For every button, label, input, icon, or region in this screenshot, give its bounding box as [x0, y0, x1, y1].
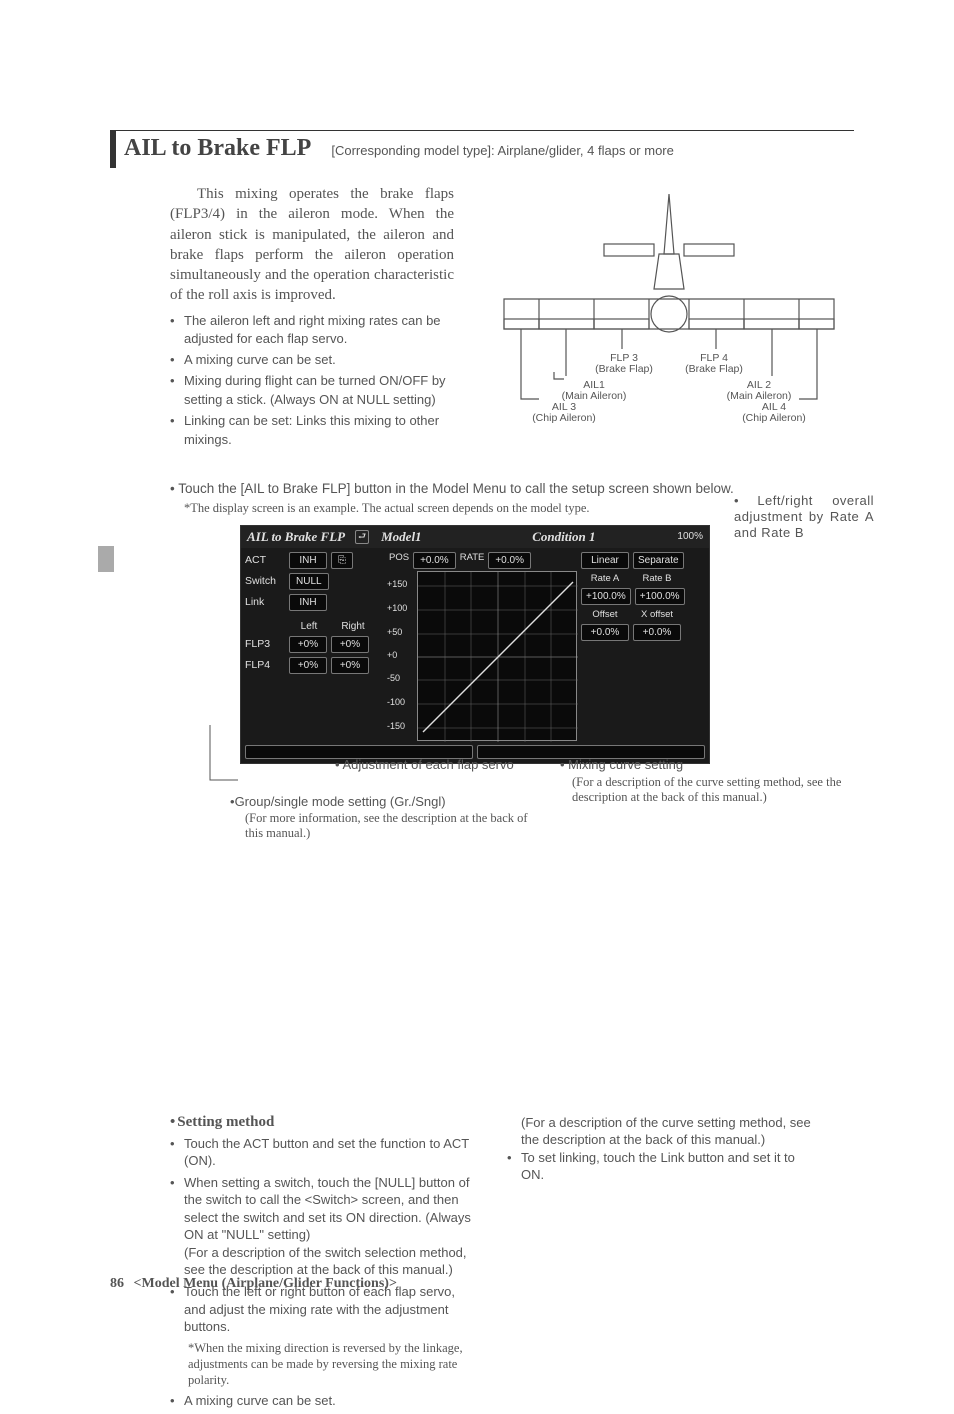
callout-group-note: (For more information, see the descripti… [245, 811, 535, 842]
callout-overall: • Left/right overall adjustment by Rate … [734, 493, 874, 542]
flp3-right[interactable]: +0% [331, 636, 369, 653]
offset-header: Offset [581, 609, 629, 620]
ytick: +0 [387, 650, 397, 660]
screenshot-section: •Return to Model Menu • Left/right overa… [110, 525, 854, 1084]
callout-each-flap: • Adjustment of each flap servo [335, 757, 525, 773]
page-subtitle: [Corresponding model type]: Airplane/gli… [331, 143, 674, 158]
pos-value[interactable]: +0.0% [413, 552, 456, 569]
condition-name: Condition 1 [520, 529, 671, 545]
intro-column: This mixing operates the brake flaps (FL… [110, 184, 454, 451]
section-name: <Model Menu (Airplane/Glider Functions)> [134, 1276, 397, 1291]
display-note: *The display screen is an example. The a… [110, 500, 610, 516]
callout-curve: • Mixing curve setting [560, 757, 683, 773]
setup-screen: AIL to Brake FLP ⮐ Model1 Condition 1 10… [240, 525, 710, 764]
label-flp4-sub: (Brake Flap) [685, 363, 743, 375]
page-title: AIL to Brake FLP [124, 135, 311, 162]
link-label: Link [245, 596, 285, 608]
switch-button[interactable]: NULL [289, 573, 329, 590]
title-bar: AIL to Brake FLP [Corresponding model ty… [110, 130, 854, 168]
page-footer: 86 <Model Menu (Airplane/Glider Function… [110, 1276, 397, 1292]
label-flp3-sub: (Brake Flap) [595, 363, 653, 375]
mixing-direction-note: *When the mixing direction is reversed b… [188, 1340, 477, 1389]
flp4-left[interactable]: +0% [289, 657, 327, 674]
switch-label: Switch [245, 575, 285, 587]
col-right: Right [333, 621, 373, 632]
back-icon[interactable]: ⮐ [355, 530, 369, 544]
flp4-right[interactable]: +0% [331, 657, 369, 674]
linear-button[interactable]: Linear [581, 552, 629, 569]
ytick: -100 [387, 697, 405, 707]
intro-paragraph: This mixing operates the brake flaps (FL… [170, 184, 454, 306]
feature-bullets: The aileron left and right mixing rates … [170, 312, 454, 450]
bullet: Mixing during flight can be turned ON/OF… [170, 372, 454, 410]
setting-right-col: (For a description of the curve setting … [507, 1114, 854, 1414]
rate-b-header: Rate B [633, 573, 681, 584]
label-ail3-sub: (Chip Aileron) [532, 412, 596, 424]
act-label: ACT [245, 554, 285, 566]
flp4-label: FLP4 [245, 659, 285, 671]
bullet: The aileron left and right mixing rates … [170, 312, 454, 350]
screen-titlebar: AIL to Brake FLP ⮐ Model1 Condition 1 10… [241, 526, 709, 548]
setting-heading: Setting method [170, 1114, 477, 1131]
pos-label: POS [389, 552, 409, 569]
ytick: +100 [387, 603, 407, 613]
ytick: -150 [387, 721, 405, 731]
page-number: 86 [110, 1276, 124, 1291]
link-button[interactable]: INH [289, 594, 327, 611]
col-left: Left [289, 621, 329, 632]
setting-method-section: Setting method Touch the ACT button and … [110, 1114, 854, 1414]
setting-item: A mixing curve can be set. [170, 1392, 477, 1410]
label-ail4-sub: (Chip Aileron) [742, 412, 806, 424]
separate-button[interactable]: Separate [633, 552, 684, 569]
rate-value[interactable]: +0.0% [488, 552, 531, 569]
rate-a-value[interactable]: +100.0% [581, 588, 631, 605]
rate-label: RATE [460, 552, 485, 569]
xoffset-value[interactable]: +0.0% [633, 624, 681, 641]
setting-item: When setting a switch, touch the [NULL] … [170, 1174, 477, 1279]
callout-group: •Group/single mode setting (Gr./Sngl) [230, 794, 446, 810]
ytick: -50 [387, 673, 400, 683]
top-section: This mixing operates the brake flaps (FL… [110, 184, 854, 451]
group-mode-button[interactable]: ⎘ [331, 552, 353, 569]
bullet: Linking can be set: Links this mixing to… [170, 412, 454, 450]
setting-item: Touch the ACT button and set the functio… [170, 1135, 477, 1170]
screen-title: AIL to Brake FLP [241, 529, 351, 545]
aircraft-diagram: FLP 3 (Brake Flap) FLP 4 (Brake Flap) AI… [484, 184, 854, 451]
ytick: +150 [387, 579, 407, 589]
flp3-left[interactable]: +0% [289, 636, 327, 653]
setting-item: To set linking, touch the Link button an… [507, 1149, 814, 1184]
bullet: A mixing curve can be set. [170, 351, 454, 370]
battery-pct: 100% [671, 531, 709, 542]
act-button[interactable]: INH [289, 552, 327, 569]
ytick: +50 [387, 627, 402, 637]
setting-left-col: Setting method Touch the ACT button and … [110, 1114, 477, 1414]
model-name: Model1 [369, 529, 520, 545]
rate-a-header: Rate A [581, 573, 629, 584]
screen-right-panel: Linear Separate Rate A Rate B +100.0% +1… [581, 552, 705, 741]
xoffset-header: X offset [633, 609, 681, 620]
rate-b-value[interactable]: +100.0% [635, 588, 685, 605]
callout-curve-note: (For a description of the curve setting … [572, 775, 862, 806]
curve-method-note: (For a description of the curve setting … [521, 1114, 814, 1149]
mixing-curve-graph [417, 571, 577, 741]
offset-value[interactable]: +0.0% [581, 624, 629, 641]
screen-left-panel: ACT INH ⎘ Switch NULL Link INH Left Righ… [245, 552, 385, 741]
flp3-label: FLP3 [245, 638, 285, 650]
